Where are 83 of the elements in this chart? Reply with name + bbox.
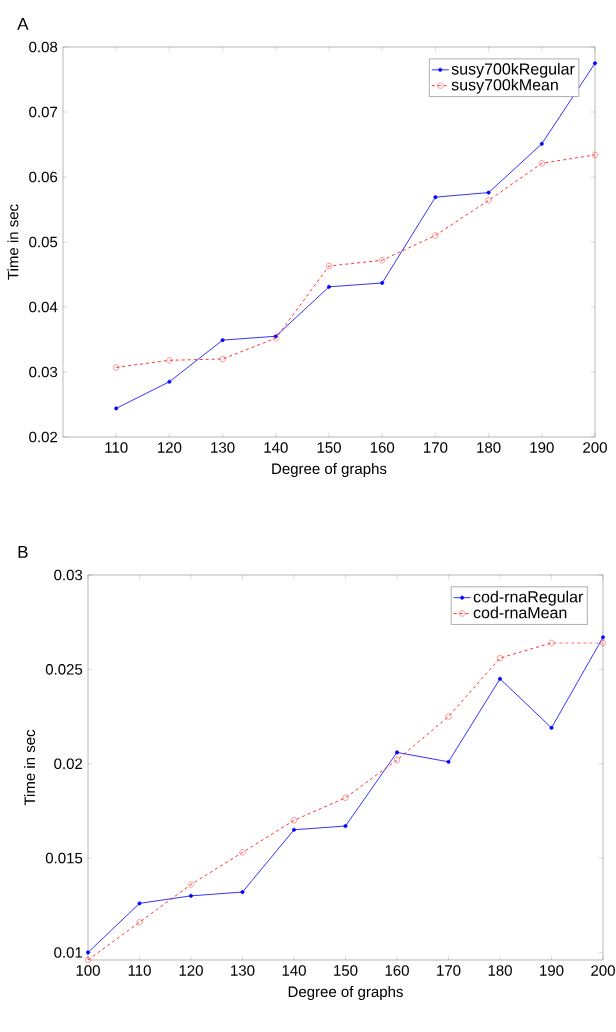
point	[292, 827, 296, 832]
x-tick-label: 150	[317, 442, 341, 453]
point	[166, 357, 173, 364]
y-tick-label: 0.05	[29, 236, 58, 248]
y-tick-label: 0.07	[29, 106, 58, 118]
legend-label: cod-rnaMean	[473, 606, 567, 619]
point	[601, 635, 606, 640]
y-axis-title: Time in sec	[24, 729, 36, 806]
point	[548, 639, 555, 646]
x-axis-title: Degree of graphs	[272, 463, 387, 477]
x-tick-label: 200	[583, 442, 607, 453]
x-tick-label: 110	[128, 965, 151, 976]
x-tick-label: 130	[231, 965, 255, 976]
x-tick-label: 190	[540, 965, 564, 976]
legend-label: susy700kMean	[451, 78, 558, 94]
point	[394, 756, 401, 763]
point	[593, 61, 597, 66]
point	[136, 919, 143, 926]
chart-title: A	[17, 18, 29, 30]
point	[485, 197, 492, 204]
point	[113, 364, 120, 371]
point	[539, 141, 544, 146]
y-tick-label: 0.03	[54, 569, 83, 581]
point	[86, 950, 90, 955]
point	[395, 750, 399, 755]
x-tick-label: 120	[158, 442, 182, 453]
x-axis-title: Degree of graphs	[288, 986, 403, 1000]
x-tick-label: 200	[591, 965, 615, 976]
point	[114, 406, 119, 411]
point	[538, 160, 545, 167]
point	[497, 655, 503, 662]
y-tick-label: 0.025	[45, 664, 83, 675]
point	[327, 284, 331, 289]
point	[189, 893, 193, 898]
x-tick-label: 110	[105, 442, 128, 453]
point	[446, 759, 451, 764]
x-tick-label: 190	[530, 442, 554, 453]
x-tick-label: 100	[76, 965, 100, 976]
x-tick-label: 140	[264, 442, 288, 453]
legend-label: cod-rnaRegular	[473, 590, 584, 606]
point	[600, 639, 606, 646]
point	[486, 190, 491, 195]
x-tick-label: 130	[211, 442, 235, 453]
point	[498, 676, 502, 681]
y-tick-label: 0.015	[45, 852, 83, 864]
point	[239, 849, 246, 856]
point	[291, 817, 297, 824]
point	[433, 195, 438, 200]
point	[343, 824, 348, 828]
point	[445, 713, 452, 720]
y-tick-label: 0.01	[54, 947, 83, 958]
point	[592, 151, 598, 158]
x-tick-label: 170	[424, 442, 448, 453]
y-tick-label: 0.02	[54, 758, 83, 770]
x-tick-label: 120	[179, 965, 203, 976]
y-tick-label: 0.02	[29, 431, 58, 443]
point	[167, 379, 172, 384]
point	[85, 957, 91, 963]
y-tick-label: 0.03	[29, 366, 58, 378]
point	[379, 257, 386, 264]
x-tick-label: 180	[488, 965, 512, 976]
point	[188, 881, 194, 888]
point	[549, 725, 554, 730]
point	[342, 794, 349, 801]
point	[326, 263, 332, 270]
point	[220, 338, 225, 343]
x-tick-label: 170	[437, 965, 461, 976]
y-tick-label: 0.04	[29, 301, 58, 313]
x-tick-label: 150	[334, 965, 358, 976]
point	[219, 355, 226, 362]
x-tick-label: 180	[477, 442, 501, 453]
chart-title: B	[18, 546, 28, 558]
x-tick-label: 160	[370, 442, 395, 453]
point	[380, 280, 385, 285]
point	[240, 890, 245, 895]
y-axis-title: Time in sec	[7, 204, 19, 280]
y-tick-label: 0.08	[29, 41, 58, 53]
y-tick-label: 0.06	[29, 171, 58, 183]
legend-label: susy700kRegular	[451, 62, 575, 78]
point	[432, 232, 439, 239]
x-tick-label: 140	[282, 965, 306, 976]
x-tick-label: 160	[385, 965, 409, 976]
point	[137, 901, 142, 906]
